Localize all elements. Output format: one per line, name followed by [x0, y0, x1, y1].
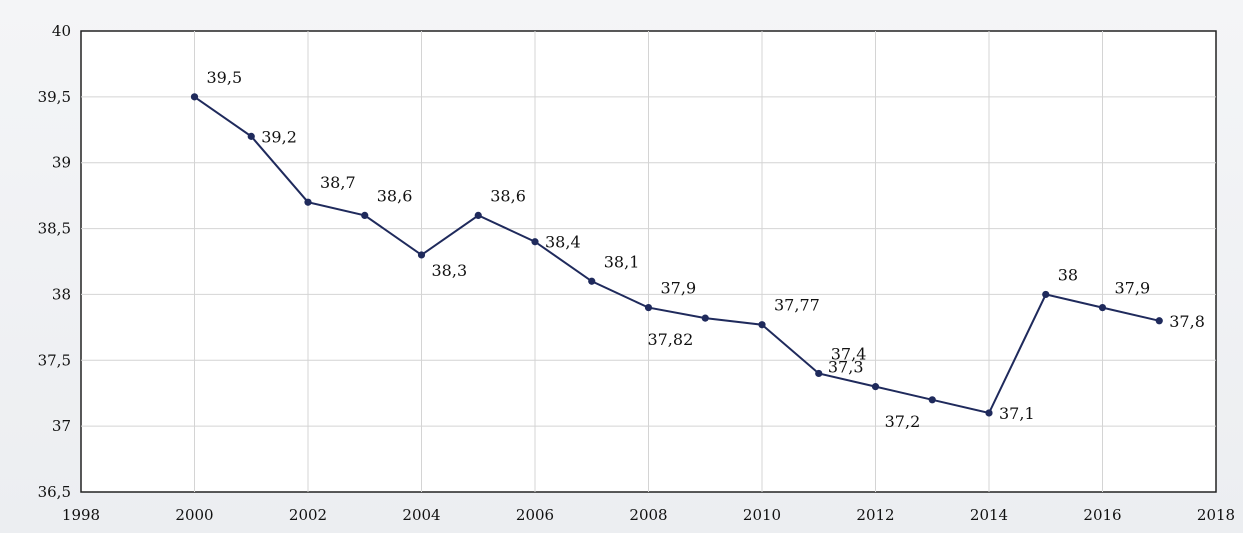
data-point	[417, 251, 426, 259]
data-point	[815, 369, 823, 378]
data-point	[588, 277, 596, 285]
data-point	[871, 383, 880, 391]
data-label: 37,1	[999, 404, 1035, 423]
x-tick-label: 2006	[516, 506, 554, 524]
data-point	[1155, 317, 1163, 325]
data-label: 37,82	[647, 330, 693, 349]
x-tick-label: 2004	[402, 506, 440, 524]
data-point	[701, 314, 709, 322]
y-axis-ticks: 36,5 37 37,5 38 38,5 39 39,5 40	[38, 22, 71, 501]
data-point	[304, 198, 312, 206]
data-point	[985, 409, 993, 417]
data-point	[1042, 290, 1050, 299]
y-tick-label: 38,5	[38, 220, 71, 238]
x-tick-label: 2008	[629, 506, 667, 524]
data-labels: 39,5 39,2 38,7 38,6 38,3 38,6 38,4 38,1 37,9 37,8…	[207, 68, 1205, 431]
series-layer	[190, 93, 1163, 417]
y-tick-label: 40	[52, 22, 71, 40]
data-point	[644, 304, 653, 312]
data-label: 38,1	[604, 252, 640, 271]
x-tick-label: 2012	[856, 506, 894, 524]
x-tick-label: 2014	[970, 506, 1008, 524]
x-tick-label: 2018	[1197, 506, 1235, 524]
data-point	[928, 396, 936, 404]
y-tick-label: 36,5	[38, 483, 71, 501]
x-tick-label: 2016	[1083, 506, 1121, 524]
data-label: 38,3	[432, 261, 468, 280]
data-label: 38,7	[320, 173, 356, 192]
data-label: 38,6	[377, 186, 413, 205]
gridlines	[81, 31, 1216, 492]
x-tick-label: 2000	[175, 506, 213, 524]
data-point	[474, 211, 482, 219]
data-label: 37,77	[774, 296, 820, 315]
data-label: 39,2	[261, 127, 297, 146]
data-label: 37,8	[1169, 312, 1205, 331]
data-point	[190, 93, 199, 101]
y-tick-label: 39	[52, 154, 71, 172]
data-label: 38,4	[545, 233, 581, 252]
data-point	[531, 238, 539, 246]
data-label: 38,6	[490, 186, 526, 205]
series-line	[193, 96, 1160, 415]
x-axis-ticks: 1998 2000 2002 2004 2006 2008 2010 2012 2014 2016…	[62, 506, 1235, 524]
data-point	[758, 321, 766, 329]
data-label: 37,9	[1115, 279, 1151, 298]
x-tick-label: 2010	[743, 506, 781, 524]
data-label: 38	[1058, 265, 1078, 284]
y-tick-label: 38	[52, 285, 71, 303]
data-label: 39,5	[207, 68, 243, 87]
x-tick-label: 1998	[62, 506, 100, 524]
data-point	[1098, 304, 1107, 312]
data-label: 37,3	[828, 358, 864, 377]
data-point	[361, 211, 369, 219]
data-label: 37,2	[885, 412, 921, 431]
y-tick-label: 37,5	[38, 351, 71, 369]
x-tick-label: 2002	[289, 506, 327, 524]
data-label: 37,4	[831, 344, 867, 363]
data-point	[247, 132, 255, 140]
data-label: 37,9	[661, 279, 697, 298]
y-tick-label: 39,5	[38, 88, 71, 106]
y-tick-label: 37	[52, 417, 71, 435]
